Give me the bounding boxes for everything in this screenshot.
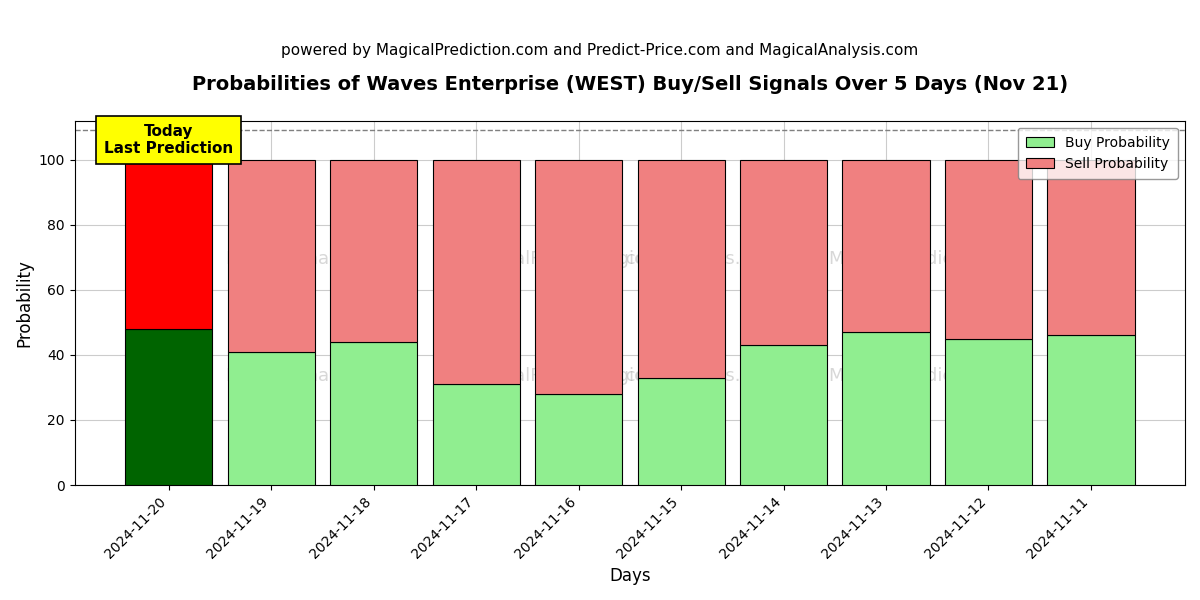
Y-axis label: Probability: Probability [16, 259, 34, 347]
Bar [330, 342, 418, 485]
Bar [637, 160, 725, 377]
Bar [125, 160, 212, 329]
Text: powered by MagicalPrediction.com and Predict-Price.com and MagicalAnalysis.com: powered by MagicalPrediction.com and Pre… [281, 43, 919, 58]
Bar [228, 160, 314, 352]
Text: MagicalPrediction.com: MagicalPrediction.com [462, 250, 665, 268]
Bar [944, 160, 1032, 338]
Bar [842, 160, 930, 332]
Text: MagicalPrediction.com: MagicalPrediction.com [828, 250, 1031, 268]
X-axis label: Days: Days [610, 567, 650, 585]
Bar [432, 160, 520, 384]
Bar [740, 345, 827, 485]
Text: MagicalAnalysis.com: MagicalAnalysis.com [592, 250, 779, 268]
Bar [637, 377, 725, 485]
Bar [535, 394, 622, 485]
Legend: Buy Probability, Sell Probability: Buy Probability, Sell Probability [1018, 127, 1178, 179]
Text: MagicalAnalysis.com: MagicalAnalysis.com [224, 250, 413, 268]
Bar [740, 160, 827, 345]
Bar [330, 160, 418, 342]
Text: MagicalPrediction.com: MagicalPrediction.com [828, 367, 1031, 385]
Title: Probabilities of Waves Enterprise (WEST) Buy/Sell Signals Over 5 Days (Nov 21): Probabilities of Waves Enterprise (WEST)… [192, 75, 1068, 94]
Bar [535, 160, 622, 394]
Text: MagicalAnalysis.com: MagicalAnalysis.com [592, 367, 779, 385]
Text: MagicalPrediction.com: MagicalPrediction.com [462, 367, 665, 385]
Bar [842, 332, 930, 485]
Bar [228, 352, 314, 485]
Bar [432, 384, 520, 485]
Bar [1048, 160, 1134, 335]
Bar [125, 329, 212, 485]
Text: MagicalAnalysis.com: MagicalAnalysis.com [224, 367, 413, 385]
Bar [1048, 335, 1134, 485]
Bar [944, 338, 1032, 485]
Text: Today
Last Prediction: Today Last Prediction [104, 124, 233, 156]
